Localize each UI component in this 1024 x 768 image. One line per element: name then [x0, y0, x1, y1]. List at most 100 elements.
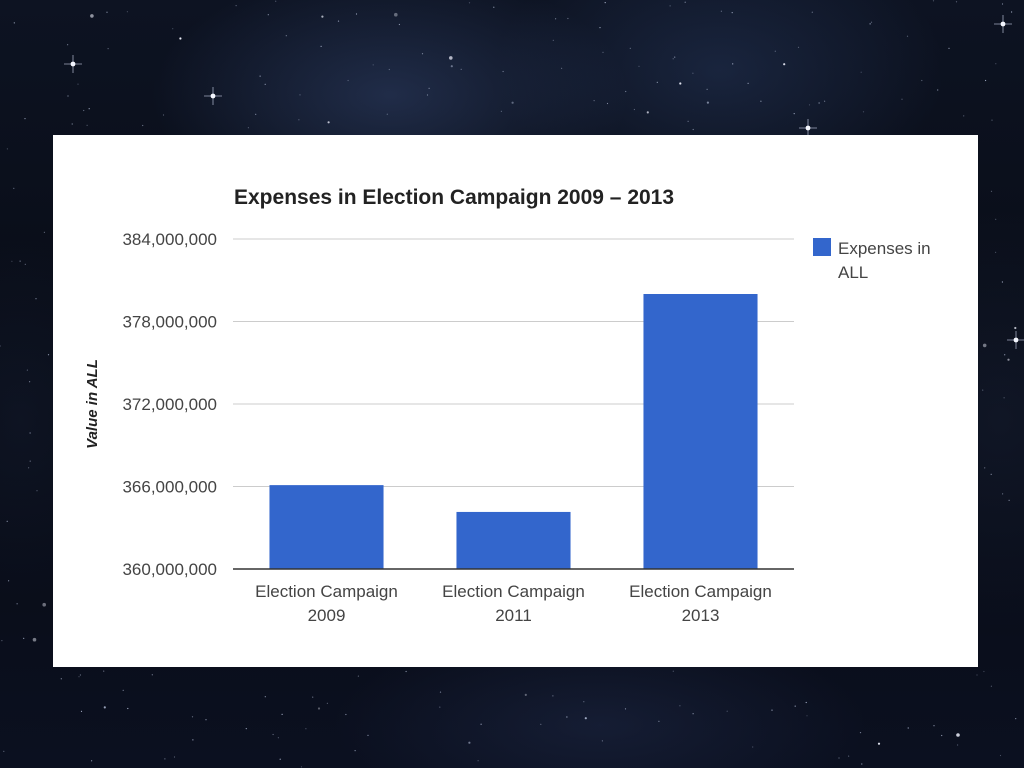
- star: [357, 675, 359, 677]
- star: [13, 22, 15, 24]
- star: [60, 678, 62, 680]
- star: [428, 87, 430, 89]
- star: [656, 81, 658, 83]
- star: [305, 728, 307, 730]
- star: [468, 2, 471, 4]
- star: [6, 148, 8, 150]
- star: [870, 21, 873, 23]
- star: [995, 218, 997, 220]
- star: [480, 723, 482, 725]
- star: [963, 115, 965, 117]
- star: [990, 190, 993, 192]
- star: [806, 715, 808, 717]
- star: [398, 23, 400, 26]
- star: [264, 696, 266, 698]
- x-tick-label-line: Election Campaign: [255, 582, 398, 601]
- star: [405, 670, 407, 673]
- star: [838, 757, 840, 759]
- star: [1008, 499, 1010, 501]
- star: [956, 733, 960, 737]
- star: [281, 713, 283, 716]
- star: [860, 71, 862, 73]
- legend[interactable]: Expenses in ALL: [813, 238, 935, 282]
- star: [633, 108, 636, 111]
- star: [679, 82, 682, 85]
- star: [8, 580, 10, 582]
- star: [300, 766, 303, 768]
- star: [771, 709, 773, 711]
- y-axis-title: Value in ALL: [84, 359, 101, 449]
- star: [247, 127, 249, 129]
- star: [279, 758, 281, 760]
- star: [460, 68, 462, 70]
- star: [29, 432, 31, 434]
- star: [669, 5, 671, 7]
- star: [127, 707, 129, 710]
- star: [679, 705, 681, 707]
- star: [601, 740, 604, 742]
- bright-star: [64, 55, 82, 73]
- star: [818, 102, 820, 104]
- star: [984, 467, 986, 469]
- star: [692, 72, 694, 74]
- star: [79, 674, 81, 676]
- bright-star: [799, 119, 817, 137]
- x-axis-ticks: Election Campaign 2009 Election Campaign 20…: [255, 582, 772, 625]
- star: [760, 100, 762, 102]
- star: [982, 343, 987, 348]
- star: [29, 460, 31, 462]
- star: [0, 345, 1, 347]
- star: [80, 710, 83, 713]
- star: [907, 727, 909, 729]
- star: [811, 11, 813, 13]
- star: [126, 11, 128, 13]
- star: [561, 67, 563, 69]
- star: [312, 696, 314, 698]
- star: [321, 15, 324, 18]
- bright-star: [204, 87, 222, 105]
- x-tick-label: Election Campaign 2011: [442, 582, 585, 625]
- star: [672, 670, 674, 672]
- star: [932, 0, 935, 2]
- bar[interactable]: [456, 511, 571, 569]
- star: [192, 739, 194, 741]
- star: [16, 603, 18, 605]
- star: [493, 6, 495, 8]
- star: [107, 48, 109, 50]
- star: [793, 113, 795, 115]
- bar[interactable]: [269, 485, 384, 569]
- star: [3, 750, 5, 753]
- star: [326, 702, 328, 704]
- star: [999, 754, 1002, 757]
- star: [421, 53, 424, 55]
- star: [629, 47, 631, 49]
- star: [511, 101, 514, 104]
- star: [672, 58, 674, 60]
- bar[interactable]: [643, 294, 758, 569]
- star: [599, 27, 601, 29]
- star: [747, 82, 749, 84]
- star: [24, 263, 26, 265]
- x-tick-label-line: Election Campaign: [442, 582, 585, 601]
- star: [29, 381, 31, 383]
- star: [625, 90, 627, 93]
- star: [941, 734, 943, 737]
- star: [797, 46, 800, 48]
- x-tick-label-line: Election Campaign: [629, 582, 772, 601]
- star: [106, 11, 108, 13]
- star: [23, 637, 25, 640]
- star: [164, 758, 166, 760]
- star: [861, 763, 863, 765]
- star: [794, 705, 796, 707]
- star: [354, 750, 356, 752]
- star: [983, 670, 985, 673]
- star: [687, 120, 689, 122]
- star: [1014, 326, 1017, 330]
- star: [6, 520, 8, 522]
- star: [42, 602, 46, 607]
- star: [937, 89, 939, 91]
- star: [317, 707, 321, 710]
- star: [245, 728, 247, 730]
- star: [731, 12, 733, 14]
- star: [808, 104, 811, 106]
